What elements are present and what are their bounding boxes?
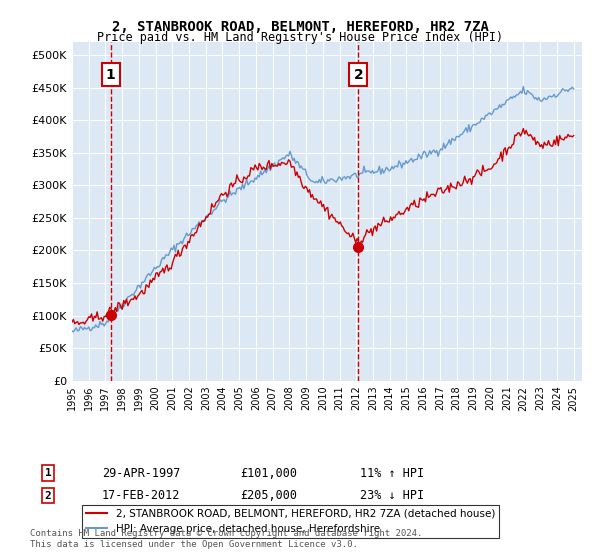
Text: 11% ↑ HPI: 11% ↑ HPI xyxy=(360,466,424,480)
Text: 17-FEB-2012: 17-FEB-2012 xyxy=(102,489,181,502)
Text: Price paid vs. HM Land Registry's House Price Index (HPI): Price paid vs. HM Land Registry's House … xyxy=(97,31,503,44)
Text: £205,000: £205,000 xyxy=(240,489,297,502)
Text: 2: 2 xyxy=(44,491,52,501)
Text: Contains HM Land Registry data © Crown copyright and database right 2024.
This d: Contains HM Land Registry data © Crown c… xyxy=(30,529,422,549)
Text: £101,000: £101,000 xyxy=(240,466,297,480)
Legend: 2, STANBROOK ROAD, BELMONT, HEREFORD, HR2 7ZA (detached house), HPI: Average pri: 2, STANBROOK ROAD, BELMONT, HEREFORD, HR… xyxy=(82,505,499,538)
Text: 1: 1 xyxy=(44,468,52,478)
Text: 23% ↓ HPI: 23% ↓ HPI xyxy=(360,489,424,502)
Text: 2, STANBROOK ROAD, BELMONT, HEREFORD, HR2 7ZA: 2, STANBROOK ROAD, BELMONT, HEREFORD, HR… xyxy=(112,20,488,34)
Text: 2: 2 xyxy=(353,68,363,82)
Text: 1: 1 xyxy=(106,68,116,82)
Text: 29-APR-1997: 29-APR-1997 xyxy=(102,466,181,480)
